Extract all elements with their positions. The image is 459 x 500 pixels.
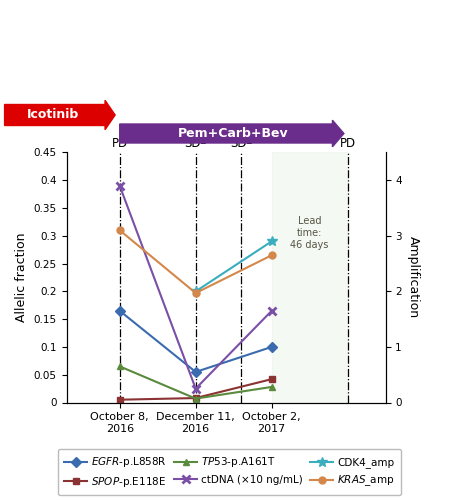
Text: PD: PD	[112, 137, 128, 150]
Text: Lead
time:
46 days: Lead time: 46 days	[291, 216, 329, 250]
FancyArrow shape	[120, 120, 344, 147]
Bar	[272, 152, 347, 402]
Y-axis label: Allelic fraction: Allelic fraction	[15, 233, 28, 322]
Y-axis label: Amplification: Amplification	[407, 236, 420, 318]
Legend: $\it{EGFR}$-p.L858R, $\it{SPOP}$-p.E118E, $\it{TP53}$-p.A161T, ctDNA (×10 ng/mL): $\it{EGFR}$-p.L858R, $\it{SPOP}$-p.E118E…	[58, 449, 401, 495]
Text: SD–: SD–	[185, 137, 207, 150]
Text: Icotinib: Icotinib	[27, 108, 79, 122]
Text: Pem+Carb+Bev: Pem+Carb+Bev	[179, 127, 289, 140]
Text: SD–: SD–	[230, 137, 252, 150]
FancyArrow shape	[5, 100, 115, 130]
Text: PD: PD	[340, 137, 356, 150]
